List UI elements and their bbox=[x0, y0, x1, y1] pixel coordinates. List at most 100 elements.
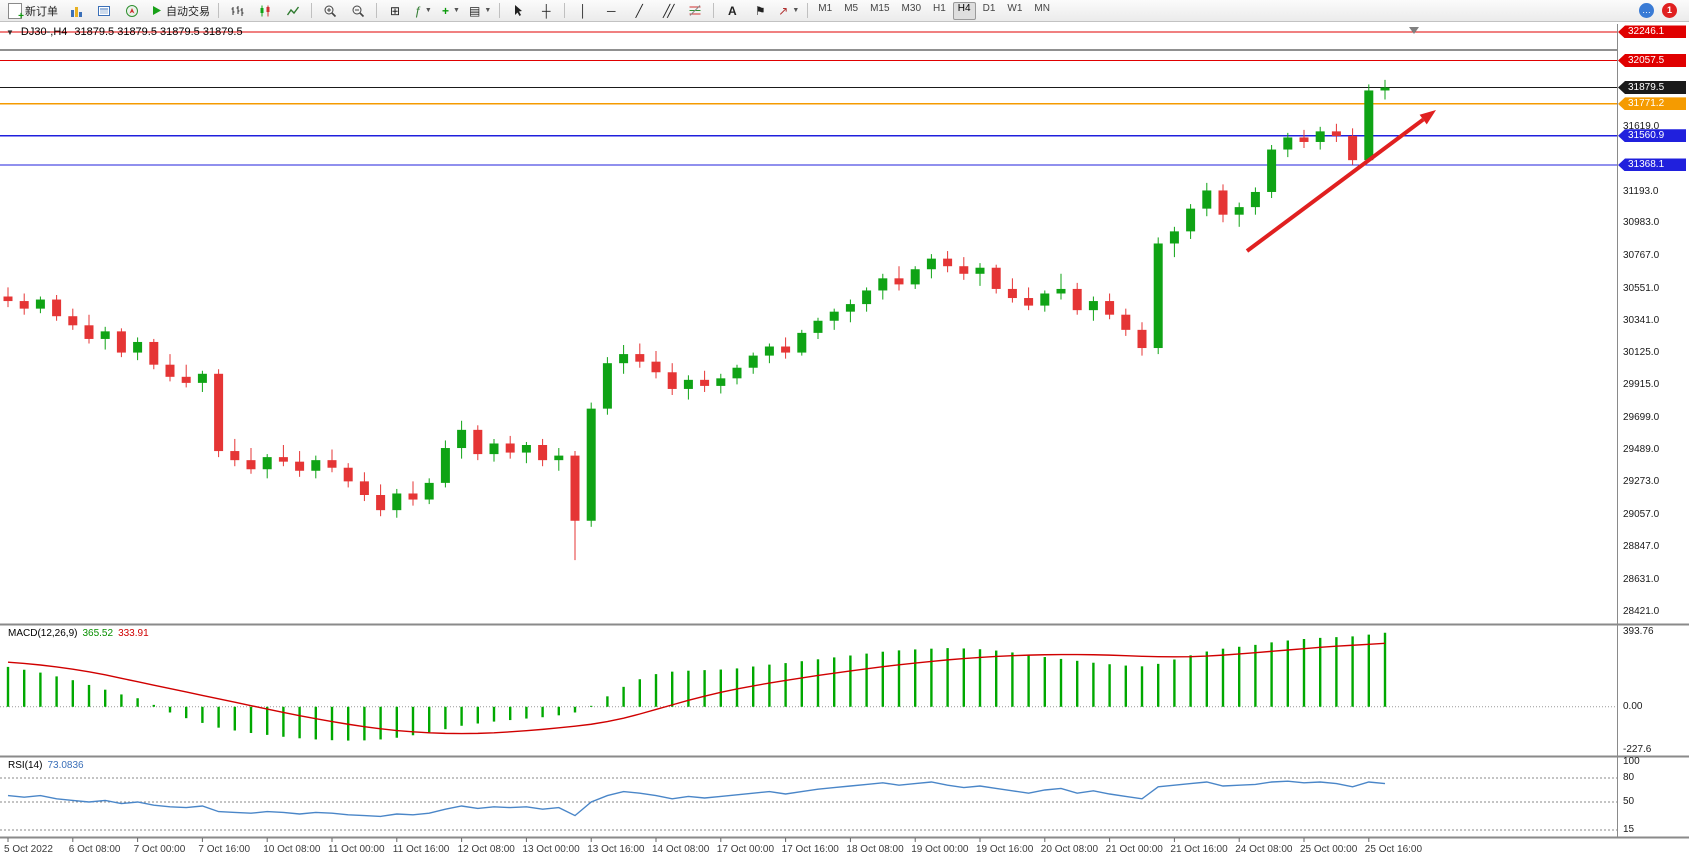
candle-body bbox=[538, 445, 548, 461]
zoom-out-button[interactable] bbox=[344, 1, 372, 21]
candle-body bbox=[35, 299, 45, 309]
candle-body bbox=[1364, 90, 1374, 161]
templates-icon: ▤ bbox=[469, 3, 481, 18]
candle-body bbox=[68, 316, 78, 326]
bar-chart-button[interactable] bbox=[223, 1, 251, 21]
candle-body bbox=[716, 378, 726, 386]
candle-body bbox=[570, 455, 580, 521]
candle-body bbox=[554, 455, 564, 461]
new-order-button[interactable]: + 新订单 bbox=[4, 1, 62, 21]
timeframe-button-m30[interactable]: M30 bbox=[901, 2, 921, 14]
one-click-trading-toggle[interactable]: ▼ bbox=[6, 27, 14, 37]
candle-body bbox=[991, 267, 1001, 289]
candle-body bbox=[943, 258, 953, 267]
candle-body bbox=[197, 373, 207, 383]
line-chart-icon bbox=[286, 6, 300, 15]
arrows-button[interactable]: ↗ ▼ bbox=[774, 1, 803, 21]
trendline-button[interactable]: ╱ bbox=[625, 1, 653, 21]
candle-body bbox=[473, 429, 483, 455]
candle-body bbox=[781, 346, 791, 353]
data-window-button[interactable] bbox=[90, 1, 118, 21]
candle-body bbox=[457, 429, 467, 449]
candle-body bbox=[133, 341, 143, 353]
candle-body bbox=[1267, 149, 1277, 192]
community-chat-button[interactable]: … bbox=[1639, 3, 1654, 18]
timeframe-button-mn[interactable]: MN bbox=[1034, 2, 1050, 14]
navigator-button[interactable] bbox=[118, 1, 146, 21]
macd-signal-value: 333.91 bbox=[118, 628, 149, 639]
candle-body bbox=[602, 363, 612, 409]
main-toolbar: + 新订单 自动交易 bbox=[0, 0, 1689, 22]
candle-body bbox=[84, 325, 94, 339]
candle-body bbox=[845, 304, 855, 312]
candle-body bbox=[829, 311, 839, 321]
timeframe-button-m1[interactable]: M1 bbox=[818, 2, 833, 14]
candle-body bbox=[1056, 288, 1066, 294]
candle-body bbox=[230, 451, 240, 461]
candle-body bbox=[440, 448, 450, 483]
candle-body bbox=[1072, 288, 1082, 311]
chart-shift-marker[interactable] bbox=[1409, 27, 1419, 34]
indicators-button[interactable]: ƒ ▼ bbox=[409, 1, 437, 21]
candle-body bbox=[1250, 191, 1260, 208]
candle-body bbox=[408, 493, 418, 500]
trend-arrow-head bbox=[1419, 110, 1436, 125]
vertical-line-icon: │ bbox=[579, 3, 588, 18]
timeframe-button-m5[interactable]: M5 bbox=[844, 2, 859, 14]
channel-icon: ╱╱ bbox=[663, 3, 675, 18]
fibonacci-button[interactable] bbox=[681, 1, 709, 21]
notifications-badge[interactable]: 1 bbox=[1662, 3, 1677, 18]
candle-body bbox=[392, 493, 402, 511]
new-chart-icon: + bbox=[442, 3, 450, 18]
new-chart-button[interactable]: + ▼ bbox=[437, 1, 465, 21]
candlestick-chart-button[interactable] bbox=[251, 1, 279, 21]
candle-body bbox=[1186, 208, 1196, 232]
zoom-in-button[interactable] bbox=[316, 1, 344, 21]
chart-ohlc-values: 31879.5 31879.5 31879.5 31879.5 bbox=[74, 26, 243, 38]
cursor-button[interactable] bbox=[504, 1, 532, 21]
crosshair-button[interactable]: ┼ bbox=[532, 1, 560, 21]
timeframe-button-h1[interactable]: H1 bbox=[933, 2, 946, 14]
text-label-button[interactable]: ⚑ bbox=[746, 1, 774, 21]
autotrading-label: 自动交易 bbox=[166, 5, 210, 18]
text-icon: A bbox=[727, 3, 737, 18]
candle-body bbox=[878, 278, 888, 291]
zoom-out-icon bbox=[352, 5, 365, 17]
timeframe-button-m15[interactable]: M15 bbox=[870, 2, 890, 14]
candle-body bbox=[1348, 135, 1358, 161]
flag-icon: ⚑ bbox=[754, 3, 766, 18]
candle-body bbox=[926, 258, 936, 270]
toolbar-separator bbox=[376, 3, 377, 18]
candle-body bbox=[3, 296, 13, 302]
candle-body bbox=[700, 379, 710, 386]
channel-button[interactable]: ╱╱ bbox=[653, 1, 681, 21]
market-watch-button[interactable] bbox=[62, 1, 90, 21]
candle-body bbox=[975, 267, 985, 274]
candle-body bbox=[1137, 329, 1147, 349]
fibonacci-icon bbox=[689, 5, 701, 16]
candle-body bbox=[521, 445, 531, 453]
chevron-down-icon: ▼ bbox=[792, 7, 800, 14]
timeframe-button-d1[interactable]: D1 bbox=[982, 2, 996, 14]
tile-windows-button[interactable]: ⊞ bbox=[381, 1, 409, 21]
candle-body bbox=[311, 460, 321, 471]
candle-body bbox=[619, 354, 629, 364]
trend-arrow-line[interactable] bbox=[1245, 117, 1425, 253]
candle-body bbox=[1218, 190, 1228, 215]
templates-button[interactable]: ▤ ▼ bbox=[465, 1, 495, 21]
candlestick-chart-icon bbox=[260, 5, 270, 16]
toolbar-separator bbox=[713, 3, 715, 18]
line-chart-button[interactable] bbox=[279, 1, 307, 21]
candle-body bbox=[165, 364, 175, 377]
timeframe-button-w1[interactable]: W1 bbox=[1007, 2, 1023, 14]
candle-body bbox=[1331, 131, 1341, 136]
rsi-line bbox=[7, 780, 1386, 818]
autotrading-button[interactable]: 自动交易 bbox=[146, 1, 214, 21]
vertical-line-button[interactable]: │ bbox=[569, 1, 597, 21]
text-button[interactable]: A bbox=[718, 1, 746, 21]
timeframe-button-h4[interactable]: H4 bbox=[952, 1, 976, 20]
horizontal-line-button[interactable]: ─ bbox=[597, 1, 625, 21]
candle-body bbox=[651, 361, 661, 373]
